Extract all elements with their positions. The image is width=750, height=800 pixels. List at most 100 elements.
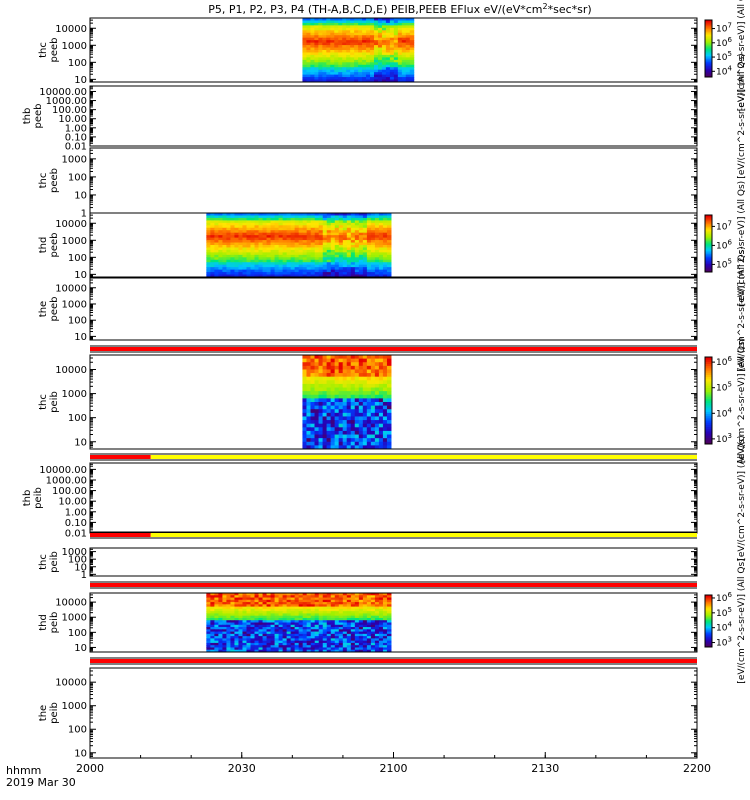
spectrogram-cell bbox=[358, 647, 364, 651]
spectrogram-cell bbox=[218, 640, 223, 644]
spectrogram-cell bbox=[318, 257, 324, 261]
spectrogram-cell bbox=[330, 420, 336, 425]
spectrogram-cell bbox=[230, 597, 235, 601]
spectrogram-cell bbox=[210, 649, 215, 653]
spectrogram-cell bbox=[358, 434, 364, 439]
flag-bar-the-peeb bbox=[90, 345, 697, 353]
spectrogram-cell bbox=[342, 40, 347, 44]
spectrogram-cell bbox=[330, 272, 336, 276]
spectrogram-cell bbox=[242, 213, 247, 216]
spectrogram-cell bbox=[318, 259, 324, 263]
spectrogram-cell bbox=[338, 64, 343, 68]
spectrogram-cell bbox=[270, 245, 276, 248]
spectrogram-cell bbox=[302, 599, 308, 603]
spectrogram-cell bbox=[366, 237, 372, 241]
spectrogram-cell bbox=[405, 20, 411, 24]
spectrogram-cell bbox=[342, 232, 348, 236]
spectrogram-cell bbox=[294, 595, 300, 599]
spectrogram-cell bbox=[397, 22, 403, 26]
spectrogram-cell bbox=[258, 249, 264, 253]
spectrogram-cell bbox=[330, 597, 336, 601]
spectrogram-cell bbox=[270, 606, 276, 610]
spectrogram-cell bbox=[354, 264, 360, 268]
spectrogram-cell bbox=[366, 59, 371, 63]
spectrogram-cell bbox=[330, 67, 335, 71]
spectrogram-cell bbox=[370, 25, 375, 29]
spectrogram-cell bbox=[382, 409, 388, 414]
spectrogram-cell bbox=[270, 645, 276, 648]
colorbar-swatch bbox=[705, 45, 712, 48]
colorbar-swatch bbox=[705, 35, 712, 38]
spectrogram-cell bbox=[226, 262, 231, 266]
spectrogram-cell bbox=[226, 595, 231, 599]
spectrogram-cell bbox=[338, 597, 344, 601]
spectrogram-cell bbox=[334, 25, 339, 29]
spectrogram-cell bbox=[362, 624, 368, 628]
spectrogram-cell bbox=[326, 387, 332, 392]
spectrogram-cell bbox=[270, 599, 276, 603]
spectrogram-cell bbox=[405, 59, 411, 63]
spectrogram-cell bbox=[210, 257, 215, 261]
spectrogram-cell bbox=[409, 72, 415, 76]
spectrogram-cell bbox=[374, 402, 380, 407]
spectrogram-cell bbox=[358, 254, 364, 258]
spectrogram-cell bbox=[310, 647, 316, 651]
spectrogram-cell bbox=[270, 264, 276, 268]
spectrogram-cell bbox=[370, 613, 376, 617]
colorbar-tick-label: 105 bbox=[716, 50, 732, 63]
spectrogram-cell bbox=[242, 240, 247, 244]
spectrogram-cell bbox=[358, 606, 364, 610]
spectrogram-cell bbox=[346, 230, 352, 234]
spectrogram-cell bbox=[350, 649, 356, 653]
colorbar-swatch bbox=[705, 635, 712, 638]
spectrogram-cell bbox=[274, 222, 280, 226]
spectrogram-cell bbox=[342, 617, 348, 621]
spectrogram-cell bbox=[382, 649, 388, 653]
spectrogram-cell bbox=[370, 257, 376, 261]
spectrogram-cell bbox=[342, 217, 348, 221]
spectrogram-cell bbox=[306, 387, 311, 392]
spectrogram-cell bbox=[354, 20, 359, 24]
spectrogram-cell bbox=[354, 272, 360, 276]
spectrogram-cell bbox=[306, 69, 311, 73]
spectrogram-cell bbox=[338, 232, 344, 236]
spectrogram-cell bbox=[254, 213, 260, 216]
spectrogram-cell bbox=[342, 599, 348, 603]
spectrogram-cell bbox=[330, 402, 336, 407]
spectrogram-cell bbox=[306, 22, 311, 26]
spectrogram-cell bbox=[350, 35, 355, 39]
spectrogram-cell bbox=[362, 602, 368, 605]
spectrogram-cell bbox=[354, 52, 359, 56]
spectrogram-cell bbox=[342, 52, 347, 56]
spectrogram-cell bbox=[370, 376, 376, 381]
spectrogram-cell bbox=[214, 220, 219, 224]
spectrogram-cell bbox=[382, 423, 388, 428]
spectrogram-cell bbox=[214, 269, 219, 273]
spectrogram-cell bbox=[346, 620, 352, 623]
spectrogram-cell bbox=[226, 645, 231, 648]
spectrogram-cell bbox=[405, 45, 411, 49]
spectrogram-cell bbox=[326, 394, 332, 399]
spectrogram-cell bbox=[374, 622, 380, 626]
spectrogram-cell bbox=[306, 25, 311, 29]
spectrogram-cell bbox=[326, 642, 332, 646]
spectrogram-cell bbox=[234, 235, 239, 239]
spectrogram-cell bbox=[306, 72, 311, 76]
spectrogram-cell bbox=[314, 362, 320, 367]
spectrogram-cell bbox=[322, 259, 328, 263]
spectrogram-cell bbox=[338, 599, 344, 603]
spectrogram-cell bbox=[210, 613, 215, 617]
spectrogram-cell bbox=[374, 606, 380, 610]
spectrogram-cell bbox=[306, 247, 312, 251]
spectrogram-cell bbox=[214, 249, 219, 253]
spectrogram-cell bbox=[314, 445, 320, 450]
spectrogram-cell bbox=[306, 376, 311, 381]
spectrogram-cell bbox=[389, 47, 395, 51]
spectrogram-cell bbox=[238, 259, 243, 263]
flag-bar-segment bbox=[150, 533, 697, 537]
side-label: [eV/(cm^2-s-sr-eV)] (All Qs) bbox=[737, 435, 747, 560]
spectrogram-cell bbox=[254, 245, 260, 248]
spectrogram-cell bbox=[266, 242, 272, 246]
spectrogram-cell bbox=[358, 59, 363, 63]
colorbar-swatch bbox=[705, 48, 712, 51]
